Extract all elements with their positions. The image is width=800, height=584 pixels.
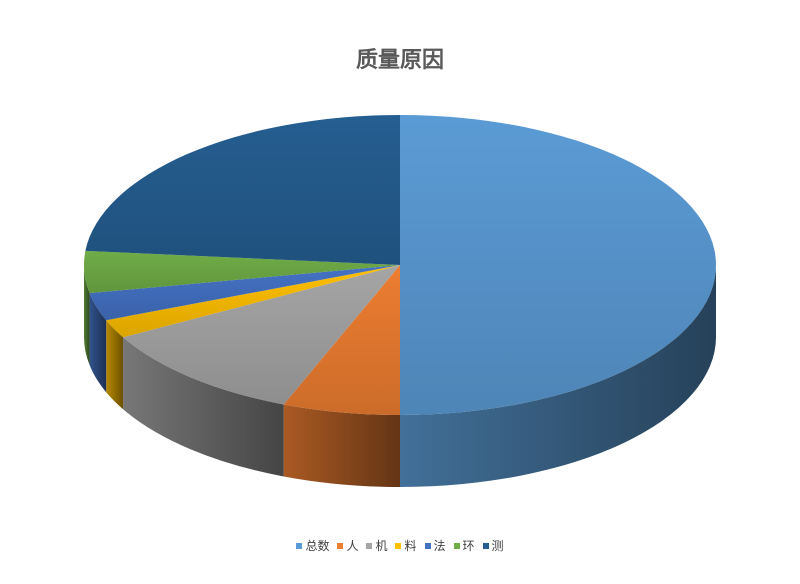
pie-sides xyxy=(84,265,716,487)
legend-item: 法 xyxy=(424,537,446,554)
pie-slice-总数 xyxy=(400,115,716,415)
legend-item: 人 xyxy=(337,537,358,554)
legend-swatch xyxy=(337,542,344,549)
legend-item: 料 xyxy=(395,537,417,554)
pie-side-机 xyxy=(123,337,284,477)
pie-slice-人 xyxy=(283,265,400,415)
legend-label: 机 xyxy=(375,539,388,553)
pie-slice-环 xyxy=(83,250,400,294)
pie-side-法 xyxy=(89,293,107,393)
pie-slice-法 xyxy=(89,265,400,321)
pie-side-环 xyxy=(84,265,90,366)
legend-label: 法 xyxy=(433,539,446,553)
legend-item: 总数 xyxy=(296,537,329,554)
pie-side-人 xyxy=(283,404,400,487)
legend-label: 人 xyxy=(346,539,359,553)
legend-item: 环 xyxy=(453,537,475,554)
legend-swatch xyxy=(366,542,373,549)
legend-swatch xyxy=(296,542,303,549)
pie-side-总数 xyxy=(400,265,716,487)
legend-label: 环 xyxy=(462,539,475,553)
pie-side-料 xyxy=(106,320,124,410)
legend-label: 总数 xyxy=(305,539,330,553)
legend-swatch xyxy=(395,542,402,549)
legend-label: 料 xyxy=(404,539,417,553)
legend-label: 测 xyxy=(491,539,504,553)
legend-swatch xyxy=(482,542,489,549)
pie-slice-机 xyxy=(123,265,400,405)
legend-swatch xyxy=(424,542,431,549)
legend-item: 测 xyxy=(482,537,504,554)
legend: 总数 人 机 料 法 环 测 xyxy=(0,537,800,554)
chart-title: 质量原因 xyxy=(355,47,444,73)
legend-swatch xyxy=(453,542,460,549)
pie-tops xyxy=(83,115,716,415)
pie-slice-测 xyxy=(85,115,401,265)
legend-item: 机 xyxy=(366,537,387,554)
pie-slice-料 xyxy=(106,265,401,338)
